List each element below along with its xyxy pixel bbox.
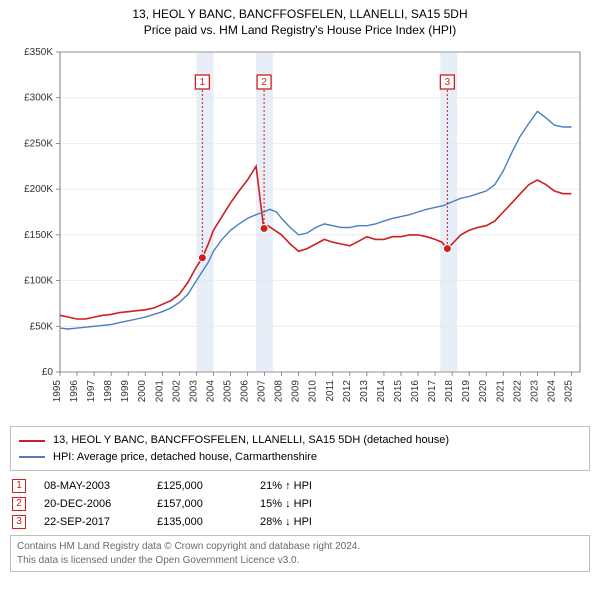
svg-text:1995: 1995 xyxy=(52,380,63,403)
svg-text:2004: 2004 xyxy=(205,380,216,403)
event-date: 08-MAY-2003 xyxy=(44,480,139,492)
event-date: 20-DEC-2006 xyxy=(44,498,139,510)
svg-text:1996: 1996 xyxy=(69,380,80,403)
svg-text:2010: 2010 xyxy=(308,380,319,403)
svg-text:1999: 1999 xyxy=(120,380,131,403)
event-row: 1 08-MAY-2003 £125,000 21% ↑ HPI xyxy=(12,477,588,495)
event-price: £125,000 xyxy=(157,480,242,492)
event-badge: 3 xyxy=(12,515,26,529)
svg-text:2021: 2021 xyxy=(495,380,506,403)
svg-text:1: 1 xyxy=(200,77,206,88)
legend-swatch xyxy=(19,440,45,442)
event-price: £135,000 xyxy=(157,516,242,528)
legend-label: HPI: Average price, detached house, Carm… xyxy=(53,449,317,466)
legend-label: 13, HEOL Y BANC, BANCFFOSFELEN, LLANELLI… xyxy=(53,432,449,449)
svg-text:2015: 2015 xyxy=(393,380,404,403)
svg-text:3: 3 xyxy=(445,77,451,88)
svg-text:£150K: £150K xyxy=(24,230,53,241)
svg-text:£350K: £350K xyxy=(24,47,53,58)
svg-text:2013: 2013 xyxy=(359,380,370,403)
svg-text:2018: 2018 xyxy=(444,380,455,403)
title-subtitle: Price paid vs. HM Land Registry's House … xyxy=(10,22,590,38)
svg-text:2020: 2020 xyxy=(478,380,489,403)
svg-text:1998: 1998 xyxy=(103,380,114,403)
svg-text:2025: 2025 xyxy=(563,380,574,403)
line-chart-svg: £0 £50K £100K £150K £200K £250K £300K £350K 1995… xyxy=(10,42,590,422)
footer-line1: Contains HM Land Registry data © Crown c… xyxy=(17,540,583,554)
attribution-footer: Contains HM Land Registry data © Crown c… xyxy=(10,535,590,572)
svg-text:2016: 2016 xyxy=(410,380,421,403)
svg-text:2014: 2014 xyxy=(376,380,387,403)
svg-text:2003: 2003 xyxy=(188,380,199,403)
svg-text:2008: 2008 xyxy=(274,380,285,403)
svg-text:£100K: £100K xyxy=(24,276,53,287)
event-date: 22-SEP-2017 xyxy=(44,516,139,528)
chart-title: 13, HEOL Y BANC, BANCFFOSFELEN, LLANELLI… xyxy=(10,6,590,38)
svg-text:2002: 2002 xyxy=(171,380,182,403)
svg-text:£200K: £200K xyxy=(24,185,53,196)
event-price: £157,000 xyxy=(157,498,242,510)
event-row: 3 22-SEP-2017 £135,000 28% ↓ HPI xyxy=(12,513,588,531)
svg-text:2023: 2023 xyxy=(529,380,540,403)
footer-line2: This data is licensed under the Open Gov… xyxy=(17,554,583,568)
event-badge: 2 xyxy=(12,497,26,511)
svg-text:1997: 1997 xyxy=(86,380,97,403)
svg-text:2022: 2022 xyxy=(512,380,523,403)
svg-text:2017: 2017 xyxy=(427,380,438,403)
svg-text:2007: 2007 xyxy=(257,380,268,403)
svg-text:2019: 2019 xyxy=(461,380,472,403)
svg-text:£250K: £250K xyxy=(24,139,53,150)
event-diff: 28% ↓ HPI xyxy=(260,516,360,528)
svg-text:2009: 2009 xyxy=(291,380,302,403)
chart-area: £0 £50K £100K £150K £200K £250K £300K £350K 1995… xyxy=(10,42,590,422)
svg-text:£300K: £300K xyxy=(24,93,53,104)
event-badge: 1 xyxy=(12,479,26,493)
svg-text:2005: 2005 xyxy=(222,380,233,403)
svg-text:2000: 2000 xyxy=(137,380,148,403)
event-diff: 15% ↓ HPI xyxy=(260,498,360,510)
svg-text:2024: 2024 xyxy=(546,380,557,403)
legend-row: 13, HEOL Y BANC, BANCFFOSFELEN, LLANELLI… xyxy=(19,432,581,449)
svg-text:2: 2 xyxy=(261,77,267,88)
svg-text:2012: 2012 xyxy=(342,380,353,403)
legend: 13, HEOL Y BANC, BANCFFOSFELEN, LLANELLI… xyxy=(10,426,590,471)
event-row: 2 20-DEC-2006 £157,000 15% ↓ HPI xyxy=(12,495,588,513)
svg-text:2006: 2006 xyxy=(240,380,251,403)
events-table: 1 08-MAY-2003 £125,000 21% ↑ HPI 2 20-DEC-200… xyxy=(10,473,590,533)
svg-text:£0: £0 xyxy=(42,367,54,378)
title-address: 13, HEOL Y BANC, BANCFFOSFELEN, LLANELLI… xyxy=(10,6,590,22)
svg-text:£50K: £50K xyxy=(30,322,54,333)
svg-text:2011: 2011 xyxy=(325,380,336,402)
svg-text:2001: 2001 xyxy=(154,380,165,403)
legend-row: HPI: Average price, detached house, Carm… xyxy=(19,449,581,466)
legend-swatch xyxy=(19,456,45,458)
event-diff: 21% ↑ HPI xyxy=(260,480,360,492)
